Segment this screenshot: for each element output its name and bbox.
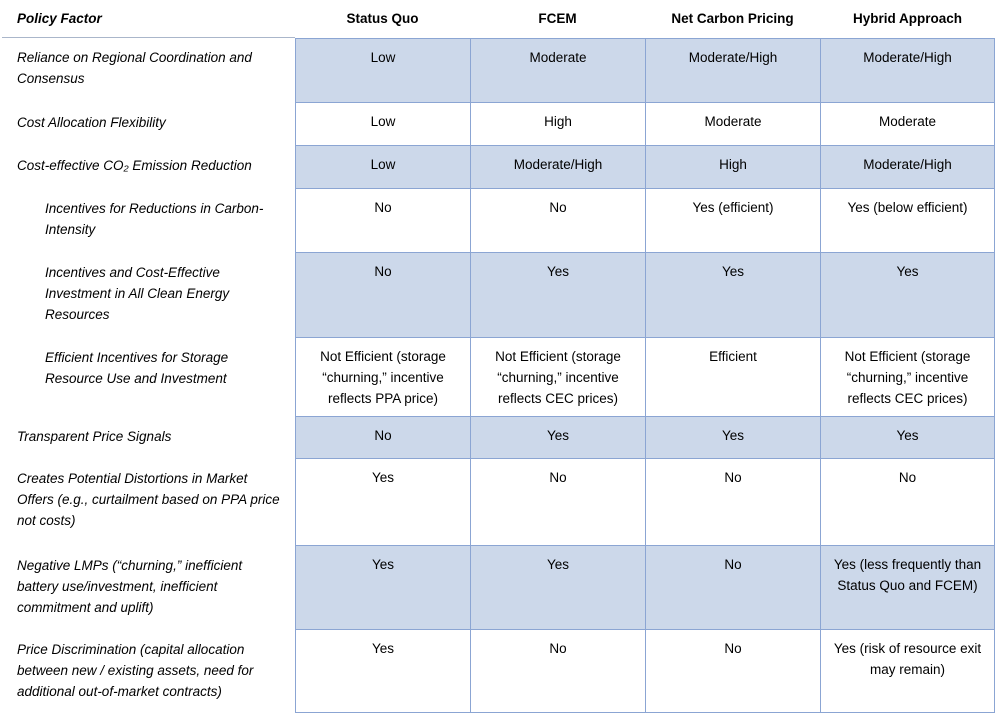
policy-factor-cell: Incentives for Reductions in Carbon-Inte… [45, 201, 264, 237]
value-cell: No [295, 417, 470, 459]
value-cell: Yes [470, 253, 645, 338]
value-cell: Moderate [820, 103, 995, 146]
value-cell: Moderate [645, 103, 820, 146]
value-cell: Yes [820, 417, 995, 459]
value-cell: No [645, 630, 820, 713]
policy-factor-cell: Efficient Incentives for Storage Resourc… [45, 350, 229, 386]
value-cell: Moderate [470, 38, 645, 103]
table-row: Creates Potential Distortions in Market … [2, 459, 995, 546]
value-cell: Not Efficient (storage “churning,” incen… [820, 338, 995, 417]
value-cell: No [645, 546, 820, 630]
value-cell: Yes [645, 253, 820, 338]
value-cell: Yes [295, 459, 470, 546]
value-cell: No [645, 459, 820, 546]
value-cell: Moderate/High [820, 146, 995, 189]
policy-factor-cell: Cost-effective CO₂ Emission Reduction [17, 158, 252, 173]
value-cell: Moderate/High [470, 146, 645, 189]
table-body: Reliance on Regional Coordination and Co… [2, 38, 995, 713]
value-cell: Low [295, 38, 470, 103]
table-row: Negative LMPs (“churning,” inefficient b… [2, 546, 995, 630]
value-cell: No [470, 630, 645, 713]
policy-factor-cell: Cost Allocation Flexibility [17, 115, 166, 130]
value-cell: No [295, 253, 470, 338]
table-row: Reliance on Regional Coordination and Co… [2, 38, 995, 103]
table-row: Cost-effective CO₂ Emission Reduction Low… [2, 146, 995, 189]
table-row: Efficient Incentives for Storage Resourc… [2, 338, 995, 417]
value-cell: No [470, 189, 645, 253]
value-cell: Yes [295, 630, 470, 713]
value-cell: Yes [295, 546, 470, 630]
value-cell: Yes (risk of resource exit may remain) [820, 630, 995, 713]
value-cell: Low [295, 146, 470, 189]
policy-factor-cell: Incentives and Cost-Effective Investment… [45, 265, 230, 322]
table-row: Cost Allocation Flexibility Low High Modera… [2, 103, 995, 146]
policy-factor-cell: Price Discrimination (capital allocation… [17, 642, 254, 699]
table-row: Incentives for Reductions in Carbon-Inte… [2, 189, 995, 253]
policy-factor-cell: Creates Potential Distortions in Market … [17, 471, 280, 528]
value-cell: No [820, 459, 995, 546]
value-cell: High [470, 103, 645, 146]
value-cell: Low [295, 103, 470, 146]
column-header-policy-factor: Policy Factor [2, 0, 295, 38]
value-cell: Not Efficient (storage “churning,” incen… [295, 338, 470, 417]
value-cell: Yes (below efficient) [820, 189, 995, 253]
value-cell: No [295, 189, 470, 253]
column-header-status-quo: Status Quo [346, 11, 419, 26]
value-cell: Moderate/High [645, 38, 820, 103]
value-cell: Yes (less frequently than Status Quo and… [820, 546, 995, 630]
policy-factor-cell: Transparent Price Signals [17, 429, 172, 444]
value-cell: Yes [820, 253, 995, 338]
policy-factor-cell: Reliance on Regional Coordination and Co… [17, 50, 252, 86]
table-row: Incentives and Cost-Effective Investment… [2, 253, 995, 338]
column-header-net-carbon-pricing: Net Carbon Pricing [671, 11, 794, 26]
column-header-fcem: FCEM [538, 11, 577, 26]
value-cell: Yes [470, 546, 645, 630]
value-cell: High [645, 146, 820, 189]
column-header-hybrid-approach: Hybrid Approach [852, 11, 962, 26]
value-cell: Not Efficient (storage “churning,” incen… [470, 338, 645, 417]
table-header-row: Policy Factor Status Quo FCEM Net Carbon… [2, 0, 995, 38]
value-cell: No [470, 459, 645, 546]
value-cell: Yes (efficient) [645, 189, 820, 253]
value-cell: Yes [645, 417, 820, 459]
value-cell: Efficient [645, 338, 820, 417]
policy-factor-cell: Negative LMPs (“churning,” inefficient b… [17, 558, 243, 615]
table-row: Price Discrimination (capital allocation… [2, 630, 995, 713]
value-cell: Moderate/High [820, 38, 995, 103]
value-cell: Yes [470, 417, 645, 459]
table-row: Transparent Price Signals No Yes Yes Yes [2, 417, 995, 459]
